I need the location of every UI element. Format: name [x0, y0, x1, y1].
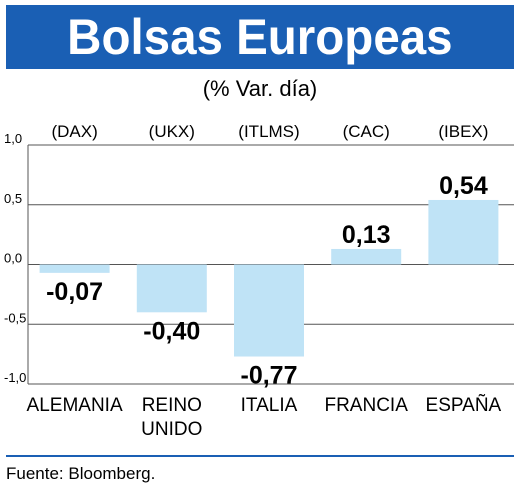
title-bar: Bolsas Europeas [6, 5, 514, 69]
category-label: UNIDO [141, 419, 202, 440]
category-label: ALEMANIA [27, 395, 123, 416]
category-label: FRANCIA [324, 395, 408, 416]
bar [331, 248, 402, 265]
data-label: -0,07 [46, 278, 103, 306]
data-label: -0,77 [241, 362, 298, 390]
y-tick-label: 0,0 [4, 251, 22, 266]
index-code-label: (CAC) [343, 122, 390, 141]
chart-subtitle: (% Var. día) [202, 76, 318, 101]
chart-title: Bolsas Europeas [67, 9, 453, 65]
bar [39, 264, 110, 273]
data-label: -0,40 [143, 317, 200, 345]
y-tick-label: -0,5 [4, 310, 26, 325]
index-code-label: (UKX) [149, 122, 195, 141]
y-tick-label: 0,5 [4, 191, 22, 206]
bar [136, 264, 207, 313]
y-tick-label: 1,0 [4, 131, 22, 146]
y-tick-label: -1,0 [4, 370, 26, 385]
bar [428, 199, 499, 265]
bar [234, 264, 304, 357]
data-label: 0,54 [439, 172, 488, 200]
category-label: ESPAÑA [426, 394, 502, 416]
category-label: ITALIA [241, 395, 298, 416]
index-code-label: (ITLMS) [238, 122, 299, 141]
source-note: Fuente: Bloomberg. [6, 464, 156, 483]
index-code-label: (IBEX) [438, 122, 488, 141]
index-code-label: (DAX) [51, 122, 97, 141]
data-label: 0,13 [342, 221, 391, 249]
bottom-rule [6, 455, 514, 457]
category-label: REINO [142, 395, 202, 416]
